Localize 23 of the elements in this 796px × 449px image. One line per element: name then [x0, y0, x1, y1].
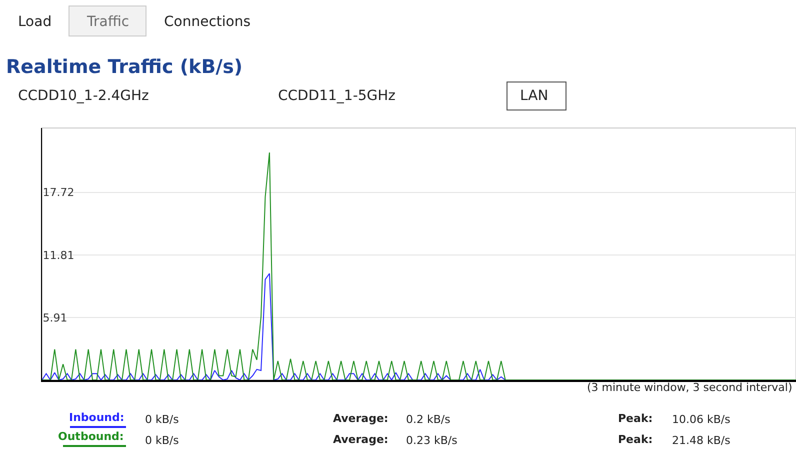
text: 0 kB/s [145, 413, 180, 426]
text: 0 kB/s [145, 434, 180, 447]
chart-title: Realtime Traffic (kB/s) [6, 56, 243, 78]
y-tick-label: 11.81 [42, 248, 74, 262]
text: LAN [520, 88, 548, 104]
text: (3 minute window, 3 second interval) [587, 381, 792, 394]
text: Traffic [86, 14, 130, 30]
y-tick-label: 5.91 [42, 311, 68, 324]
text: Peak: [618, 412, 653, 425]
text: CCDD11_1-5GHz [278, 88, 396, 104]
text: Connections [164, 14, 251, 30]
text: 10.06 kB/s [672, 413, 731, 426]
text: Average: [333, 412, 388, 425]
text: Inbound: [69, 411, 124, 424]
text: CCDD10_1-2.4GHz [18, 88, 149, 104]
text: 0.23 kB/s [406, 434, 458, 447]
text: Peak: [618, 433, 653, 446]
text: 21.48 kB/s [672, 434, 731, 447]
y-tick-label: 17.72 [42, 186, 74, 200]
text: Outbound: [58, 430, 124, 443]
text: 0.2 kB/s [406, 413, 451, 426]
text: Load [18, 14, 52, 30]
text: Average: [333, 433, 388, 446]
